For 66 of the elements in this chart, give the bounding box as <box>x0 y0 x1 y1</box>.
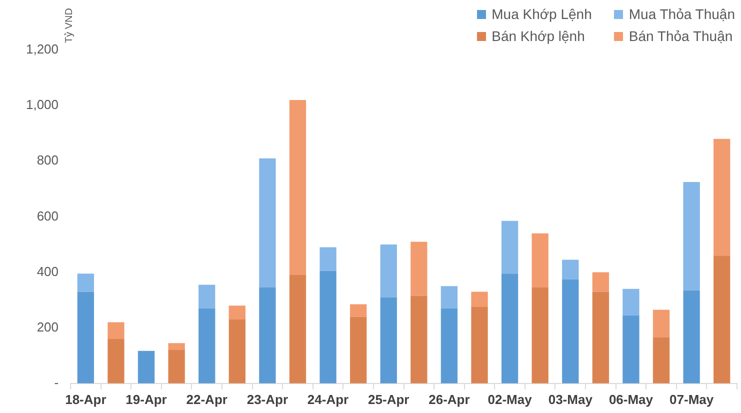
bar <box>380 244 397 298</box>
bar <box>562 279 579 384</box>
bar <box>501 220 518 274</box>
bar <box>652 338 670 384</box>
bar <box>198 284 216 308</box>
x-tick-label: 06-May <box>608 392 654 407</box>
bar <box>714 138 730 256</box>
y-axis-title: Tỷ VND <box>64 8 75 43</box>
x-tick-label: 25-Apr <box>368 392 410 407</box>
bar <box>289 100 306 276</box>
bar <box>714 256 730 384</box>
legend-label: Mua Thỏa Thuận <box>628 6 735 22</box>
bar <box>410 296 428 384</box>
y-tick-label: 600 <box>36 208 59 224</box>
bar <box>77 292 94 384</box>
bar <box>380 297 397 384</box>
bar <box>259 158 276 288</box>
bar <box>592 272 610 292</box>
y-tick-label: - <box>54 374 59 390</box>
bar <box>77 274 94 292</box>
x-tick-label: 22-Apr <box>186 392 228 407</box>
y-tick-label: 200 <box>36 319 59 334</box>
y-tick-label: 1,000 <box>26 97 59 112</box>
legend-label: Mua Khớp Lệnh <box>492 6 592 22</box>
bar <box>350 304 367 317</box>
legend-label: Bán Khớp lệnh <box>492 28 585 44</box>
bar <box>168 350 185 384</box>
bar <box>532 233 548 288</box>
bar <box>198 308 216 384</box>
bar <box>228 306 246 320</box>
bar <box>168 343 185 350</box>
y-tick-label: 800 <box>36 152 59 168</box>
bar <box>259 288 276 384</box>
bar <box>652 310 670 338</box>
x-tick-label: 24-Apr <box>307 392 349 407</box>
bar <box>410 242 428 296</box>
bar <box>228 320 246 384</box>
x-tick-label: 19-Apr <box>126 392 167 407</box>
x-tick-label: 23-Apr <box>246 392 288 407</box>
bar <box>440 286 458 308</box>
bar <box>108 322 124 339</box>
legend-label: Bán Thỏa Thuận <box>628 28 733 44</box>
bar <box>108 338 124 384</box>
x-tick-label: 02-May <box>488 392 533 407</box>
bar <box>471 306 488 384</box>
bar <box>622 288 640 316</box>
bar <box>289 275 306 384</box>
x-tick-label: 18-Apr <box>65 392 106 407</box>
bar <box>532 288 548 384</box>
bar <box>683 290 700 384</box>
x-tick-label: 26-Apr <box>428 392 470 407</box>
bar <box>501 274 518 384</box>
bar <box>471 292 488 307</box>
bar <box>592 292 610 384</box>
bar <box>562 260 579 280</box>
bar <box>320 247 336 271</box>
x-tick-label: 07-May <box>670 392 714 407</box>
x-tick-label: 03-May <box>548 392 594 407</box>
bar <box>138 350 155 384</box>
bar <box>622 315 640 384</box>
bar <box>683 182 700 290</box>
bar <box>320 270 336 384</box>
y-tick-label: 400 <box>36 264 59 279</box>
bar <box>440 308 458 384</box>
bar <box>350 316 367 384</box>
y-tick-label: 1,200 <box>26 42 59 57</box>
